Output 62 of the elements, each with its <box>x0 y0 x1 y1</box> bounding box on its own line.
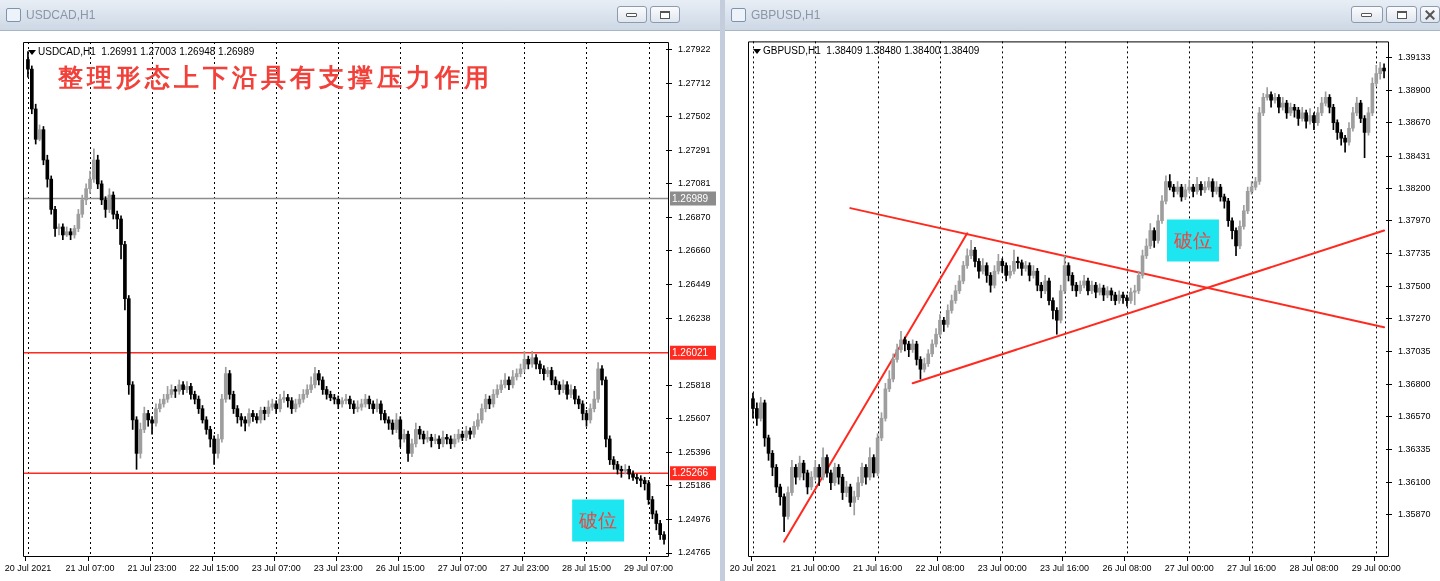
chart-subtitle: GBPUSD,H1 1.38409 1.38480 1.38400 1.38409 <box>763 45 980 57</box>
y-tick-label: 1.25818 <box>678 379 711 390</box>
y-tick-label: 1.38200 <box>1398 183 1431 193</box>
y-tick-label: 1.26449 <box>678 279 711 289</box>
x-tick-label: 23 Jul 07:00 <box>251 562 301 573</box>
x-tick-label: 22 Jul 08:00 <box>915 562 965 573</box>
y-tick-label: 1.27291 <box>678 144 711 155</box>
annotation: 整理形态上下沿具有支撑压力作用 <box>57 62 493 91</box>
x-tick-label: 23 Jul 23:00 <box>313 562 363 573</box>
y-tick-label: 1.26660 <box>678 245 711 256</box>
y-tick-label: 1.36100 <box>1398 477 1431 488</box>
y-tick-label: 1.37270 <box>1398 313 1431 324</box>
chart-title: GBPUSD,H1 <box>751 8 821 22</box>
y-tick-label: 1.36800 <box>1398 379 1431 390</box>
y-tick-label: 1.25607 <box>678 413 711 424</box>
chart-title: USDCAD,H1 <box>26 8 96 22</box>
y-tick-label: 1.37035 <box>1398 346 1431 357</box>
y-tick-label: 1.37970 <box>1398 215 1431 226</box>
x-tick-label: 27 Jul 23:00 <box>499 562 549 573</box>
ref-line-label: 1.25266 <box>672 467 709 479</box>
x-tick-label: 29 Jul 00:00 <box>1351 562 1401 573</box>
x-tick-label: 29 Jul 07:00 <box>624 562 674 573</box>
x-tick-label: 27 Jul 07:00 <box>437 562 487 573</box>
x-tick-label: 20 Jul 2021 <box>4 562 52 573</box>
x-tick-label: 27 Jul 16:00 <box>1227 562 1277 573</box>
y-tick-label: 1.36570 <box>1398 411 1431 422</box>
x-tick-label: 23 Jul 16:00 <box>1040 562 1090 573</box>
x-tick-label: 26 Jul 08:00 <box>1102 562 1152 573</box>
y-tick-label: 1.38670 <box>1398 117 1431 128</box>
y-tick-label: 1.37735 <box>1398 248 1431 259</box>
ref-line-label: 1.26989 <box>672 192 709 204</box>
x-tick-label: 21 Jul 00:00 <box>790 562 840 573</box>
y-tick-label: 1.24765 <box>678 547 711 558</box>
y-tick-label: 1.27712 <box>678 77 711 88</box>
y-tick-label: 1.37500 <box>1398 281 1431 292</box>
x-tick-label: 28 Jul 15:00 <box>561 562 612 573</box>
y-tick-label: 1.25186 <box>678 480 711 491</box>
x-tick-label: 21 Jul 07:00 <box>65 562 115 573</box>
y-tick-label: 1.38900 <box>1398 84 1431 95</box>
y-tick-label: 1.36335 <box>1398 444 1431 455</box>
x-tick-label: 23 Jul 00:00 <box>977 562 1027 573</box>
y-tick-label: 1.26870 <box>678 211 711 222</box>
x-tick-label: 26 Jul 15:00 <box>375 562 425 573</box>
x-tick-label: 27 Jul 00:00 <box>1164 562 1214 573</box>
y-tick-label: 1.35870 <box>1398 509 1431 520</box>
y-tick-label: 1.27922 <box>678 44 711 55</box>
y-tick-label: 1.25396 <box>678 446 711 457</box>
ref-line-label: 1.26021 <box>672 347 709 358</box>
annotation: 破位 <box>578 509 618 531</box>
y-tick-label: 1.27081 <box>678 178 711 189</box>
x-tick-label: 28 Jul 08:00 <box>1289 562 1339 573</box>
x-tick-label: 21 Jul 23:00 <box>127 562 177 573</box>
y-tick-label: 1.39133 <box>1398 52 1431 63</box>
x-tick-label: 21 Jul 16:00 <box>853 562 903 573</box>
chart-subtitle: USDCAD,H1 1.26991 1.27003 1.26948 1.26989 <box>38 45 255 57</box>
x-tick-label: 20 Jul 2021 <box>729 562 777 573</box>
y-tick-label: 1.38431 <box>1398 150 1431 161</box>
x-tick-label: 22 Jul 15:00 <box>189 562 239 573</box>
y-tick-label: 1.24976 <box>678 513 711 524</box>
y-tick-label: 1.26238 <box>678 312 711 323</box>
y-tick-label: 1.27502 <box>678 111 711 122</box>
annotation: 破位 <box>1172 229 1212 251</box>
